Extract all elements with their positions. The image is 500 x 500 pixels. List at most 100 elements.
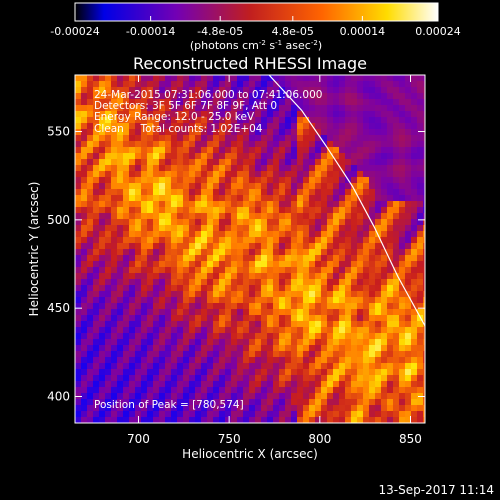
- heatmap-cell: [129, 177, 135, 183]
- heatmap-cell: [159, 303, 165, 309]
- heatmap-cell: [333, 339, 339, 345]
- heatmap-cell: [273, 183, 279, 189]
- heatmap-cell: [345, 129, 351, 135]
- heatmap-cell: [297, 189, 303, 195]
- heatmap-cell: [393, 75, 399, 81]
- heatmap-cell: [357, 123, 363, 129]
- heatmap-cell: [405, 369, 411, 375]
- heatmap-cell: [309, 183, 315, 189]
- heatmap-cell: [303, 291, 309, 297]
- heatmap-cell: [303, 381, 309, 387]
- heatmap-cell: [411, 231, 417, 237]
- heatmap-cell: [177, 141, 183, 147]
- heatmap-cell: [357, 393, 363, 399]
- heatmap-cell: [75, 171, 81, 177]
- heatmap-cell: [249, 75, 255, 81]
- heatmap-cell: [195, 159, 201, 165]
- heatmap-cell: [219, 81, 225, 87]
- heatmap-cell: [93, 261, 99, 267]
- heatmap-cell: [285, 225, 291, 231]
- heatmap-cell: [219, 93, 225, 99]
- heatmap-cell: [267, 171, 273, 177]
- heatmap-cell: [87, 183, 93, 189]
- heatmap-cell: [411, 117, 417, 123]
- heatmap-cell: [399, 123, 405, 129]
- heatmap-cell: [165, 135, 171, 141]
- heatmap-cell: [297, 159, 303, 165]
- heatmap-cell: [291, 267, 297, 273]
- heatmap-cell: [243, 231, 249, 237]
- heatmap-cell: [183, 315, 189, 321]
- heatmap-cell: [243, 363, 249, 369]
- heatmap-cell: [111, 381, 117, 387]
- heatmap-cell: [159, 261, 165, 267]
- heatmap-cell: [171, 123, 177, 129]
- heatmap-cell: [285, 243, 291, 249]
- heatmap-cell: [87, 345, 93, 351]
- heatmap-cell: [339, 201, 345, 207]
- heatmap-cell: [147, 345, 153, 351]
- heatmap-cell: [201, 231, 207, 237]
- heatmap-cell: [411, 141, 417, 147]
- heatmap-cell: [327, 273, 333, 279]
- heatmap-cell: [369, 363, 375, 369]
- heatmap-cell: [309, 381, 315, 387]
- heatmap-cell: [345, 267, 351, 273]
- heatmap-cell: [207, 279, 213, 285]
- heatmap-cell: [375, 123, 381, 129]
- heatmap-cell: [177, 177, 183, 183]
- heatmap-cell: [315, 159, 321, 165]
- heatmap-cell: [195, 351, 201, 357]
- heatmap-cell: [165, 249, 171, 255]
- heatmap-cell: [345, 99, 351, 105]
- heatmap-cell: [201, 219, 207, 225]
- heatmap-cell: [129, 381, 135, 387]
- heatmap-cell: [117, 339, 123, 345]
- heatmap-cell: [135, 369, 141, 375]
- heatmap-cell: [135, 405, 141, 411]
- heatmap-cell: [411, 213, 417, 219]
- heatmap-cell: [117, 267, 123, 273]
- heatmap-cell: [153, 339, 159, 345]
- heatmap-cell: [303, 315, 309, 321]
- heatmap-cell: [333, 153, 339, 159]
- heatmap-cell: [345, 111, 351, 117]
- heatmap-cell: [207, 171, 213, 177]
- heatmap-cell: [321, 333, 327, 339]
- heatmap-cell: [297, 219, 303, 225]
- heatmap-cell: [207, 93, 213, 99]
- heatmap-cell: [249, 87, 255, 93]
- heatmap-cell: [171, 201, 177, 207]
- heatmap-cell: [297, 87, 303, 93]
- heatmap-cell: [153, 243, 159, 249]
- heatmap-cell: [111, 165, 117, 171]
- heatmap-cell: [417, 339, 423, 345]
- heatmap-cell: [339, 345, 345, 351]
- heatmap-cell: [117, 183, 123, 189]
- heatmap-cell: [201, 87, 207, 93]
- heatmap-cell: [351, 105, 357, 111]
- heatmap-cell: [93, 399, 99, 405]
- heatmap-cell: [111, 177, 117, 183]
- heatmap-cell: [339, 273, 345, 279]
- heatmap-cell: [309, 267, 315, 273]
- heatmap-cell: [75, 243, 81, 249]
- heatmap-cell: [417, 345, 423, 351]
- heatmap-cell: [75, 201, 81, 207]
- heatmap-cell: [369, 411, 375, 417]
- heatmap-cell: [405, 195, 411, 201]
- heatmap-cell: [219, 219, 225, 225]
- heatmap-cell: [291, 351, 297, 357]
- heatmap-cell: [381, 117, 387, 123]
- heatmap-cell: [417, 153, 423, 159]
- heatmap-cell: [165, 351, 171, 357]
- heatmap-cell: [333, 405, 339, 411]
- heatmap-cell: [177, 381, 183, 387]
- heatmap-cell: [381, 339, 387, 345]
- heatmap-cell: [183, 225, 189, 231]
- heatmap-cell: [357, 81, 363, 87]
- heatmap-cell: [117, 201, 123, 207]
- heatmap-cell: [291, 153, 297, 159]
- heatmap-cell: [207, 309, 213, 315]
- heatmap-cell: [369, 327, 375, 333]
